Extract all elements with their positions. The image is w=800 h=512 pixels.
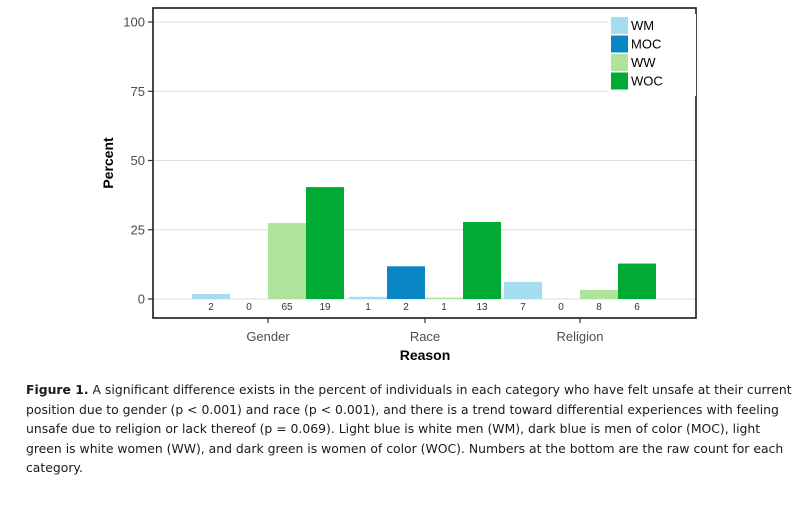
count-label: 19 <box>319 302 331 313</box>
bar-woc-gender <box>306 187 344 299</box>
legend: WM MOC WW WOC <box>608 14 696 96</box>
y-tick-label: 50 <box>131 153 145 168</box>
legend-swatch-moc <box>611 35 628 53</box>
count-label: 2 <box>208 302 214 313</box>
count-labels: 2 0 65 19 1 2 1 13 7 0 8 6 <box>208 302 640 313</box>
bar-ww-race <box>425 297 463 299</box>
x-tick-label: Race <box>410 329 440 344</box>
bar-moc-race <box>387 266 425 299</box>
y-tick-label: 100 <box>123 15 145 30</box>
count-label: 8 <box>596 302 602 313</box>
legend-label-wm: WM <box>631 18 654 33</box>
bar-woc-race <box>463 221 501 299</box>
legend-swatch-woc <box>611 72 628 90</box>
bar-chart: 2 0 65 19 1 2 1 13 7 0 8 6 0 25 50 75 100 Gender Race Rel… <box>100 7 697 363</box>
x-axis-title: Reason <box>400 347 451 363</box>
count-label: 65 <box>281 302 293 313</box>
legend-label-ww: WW <box>631 55 656 70</box>
y-tick-label: 25 <box>131 222 145 237</box>
x-axis: Gender Race Religion <box>246 318 603 344</box>
count-label: 7 <box>520 302 526 313</box>
legend-label-woc: WOC <box>631 74 663 89</box>
legend-label-moc: MOC <box>631 37 661 52</box>
bar-ww-religion <box>580 289 618 299</box>
bar-ww-gender <box>268 223 306 299</box>
legend-swatch-wm <box>611 17 628 34</box>
caption-label: Figure 1. <box>26 382 89 397</box>
y-axis: 0 25 50 75 100 <box>123 15 153 307</box>
count-label: 2 <box>403 302 409 313</box>
bar-wm-race <box>349 296 387 299</box>
y-axis-title: Percent <box>100 137 116 189</box>
bar-woc-religion <box>618 263 656 299</box>
figure-caption: Figure 1. A significant difference exist… <box>26 380 796 478</box>
count-label: 0 <box>558 302 564 313</box>
count-label: 0 <box>246 302 252 313</box>
bars <box>192 187 656 299</box>
x-tick-label: Gender <box>246 329 290 344</box>
count-label: 6 <box>634 302 640 313</box>
legend-swatch-ww <box>611 54 628 71</box>
y-tick-label: 75 <box>131 84 145 99</box>
count-label: 1 <box>441 302 447 313</box>
count-label: 13 <box>476 302 488 313</box>
y-tick-label: 0 <box>138 292 145 307</box>
bar-wm-religion <box>504 281 542 299</box>
count-label: 1 <box>365 302 371 313</box>
bar-wm-gender <box>192 294 230 299</box>
caption-text: A significant difference exists in the p… <box>26 382 792 475</box>
x-tick-label: Religion <box>557 329 604 344</box>
